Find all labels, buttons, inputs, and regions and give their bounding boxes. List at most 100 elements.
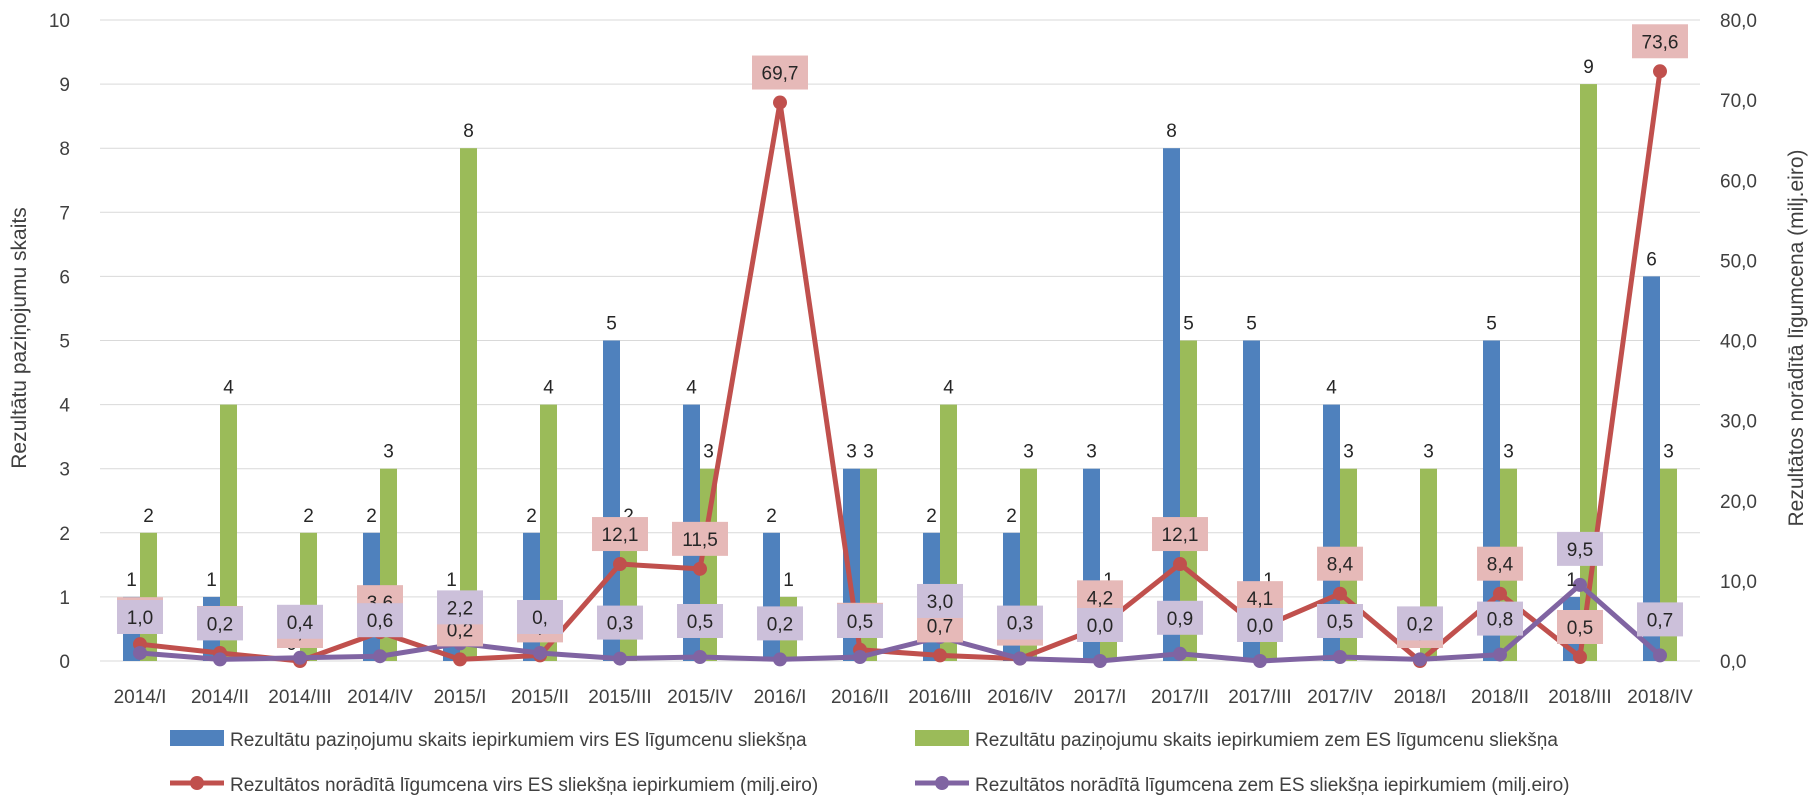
line-point — [853, 649, 867, 664]
line-data-label: 2,2 — [447, 598, 473, 619]
bar-data-label: 8 — [463, 121, 474, 142]
x-tick-label: 2018/II — [1471, 687, 1529, 708]
legend-label: Rezultātu paziņojumu skaits iepirkumiem … — [975, 730, 1558, 751]
line-data-label: 0,0 — [1247, 616, 1273, 637]
bar — [1483, 340, 1500, 661]
bar-data-label: 2 — [766, 506, 777, 527]
line-data-label-box — [517, 599, 563, 634]
line-point — [773, 95, 787, 110]
line-data-label: 0,5 — [1567, 618, 1593, 639]
bar-data-label: 8 — [1166, 121, 1177, 142]
bar-data-label: 6 — [1646, 249, 1657, 270]
bar-data-label: 1 — [1566, 570, 1577, 591]
y-right-tick-label: 30,0 — [1720, 412, 1757, 433]
line-data-label-box — [117, 599, 163, 634]
y-axis-left-title: Rezultātu paziņojumu skaits — [8, 207, 31, 468]
line-data-label: 4,1 — [1247, 589, 1273, 610]
bar-data-label: 1 — [783, 570, 794, 591]
line-data-label-group: 12,1 — [592, 517, 648, 552]
line-point — [213, 652, 227, 667]
line-data-label-group: 0, — [517, 599, 563, 634]
line-point — [1333, 649, 1347, 664]
line-data-label-box — [677, 603, 723, 638]
line-data-label: 0,2 — [767, 614, 793, 635]
line-data-label-group: 0,0 — [1077, 608, 1123, 642]
line-data-label-group: 9,5 — [1557, 531, 1603, 566]
line-data-label-group: 3,0 — [917, 583, 963, 618]
line-data-label: 0,7 — [927, 616, 953, 637]
line-data-label: 0,5 — [1327, 612, 1353, 633]
y-right-tick-label: 0,0 — [1720, 652, 1746, 673]
x-tick-label: 2018/IV — [1627, 687, 1693, 708]
line-data-label: 0,5 — [847, 612, 873, 633]
bar-data-label: 9 — [1583, 57, 1594, 78]
y-right-tick-label: 40,0 — [1720, 332, 1757, 353]
line-point — [1173, 557, 1187, 572]
line-data-label-group: 0,3 — [597, 605, 643, 640]
line-data-label: 0,7 — [1647, 610, 1673, 631]
bar-data-label: 5 — [1486, 314, 1497, 335]
y-left-tick-label: 4 — [59, 396, 70, 417]
axes: 0123456789100,010,020,030,040,050,060,07… — [49, 11, 1757, 708]
y-right-tick-label: 50,0 — [1720, 251, 1757, 272]
x-tick-label: 2016/IV — [987, 687, 1053, 708]
line-data-label-group: 0,7 — [1637, 602, 1683, 637]
line-point — [1493, 586, 1507, 601]
line-data-label: 0, — [532, 608, 548, 629]
bar-data-label: 3 — [846, 442, 857, 463]
line-data-label-group: 0,5 — [1317, 603, 1363, 638]
y-left-tick-label: 0 — [59, 652, 70, 673]
line-point — [693, 561, 707, 576]
legend-marker — [190, 776, 204, 790]
line-data-label-box — [1077, 608, 1123, 642]
bar-data-label: 3 — [1423, 442, 1434, 463]
bar-data-label: 3 — [1023, 442, 1034, 463]
line-data-label-box — [592, 517, 648, 552]
line-data-label-group: 8,4 — [1317, 546, 1363, 581]
bar-data-label: 4 — [943, 378, 954, 399]
line-point — [613, 557, 627, 572]
legend: Rezultātu paziņojumu skaits iepirkumiem … — [170, 730, 1570, 796]
line-data-label-box — [597, 605, 643, 640]
bar-data-label: 1 — [206, 570, 217, 591]
line-data-label-group: 0,8 — [1477, 601, 1523, 636]
line-point — [693, 649, 707, 664]
line-data-label: 4,2 — [1087, 588, 1113, 609]
bar — [220, 404, 237, 661]
x-tick-label: 2017/II — [1151, 687, 1209, 708]
line-point — [1173, 646, 1187, 661]
line-data-label: 0,3 — [1007, 614, 1033, 635]
line-data-label-box — [1317, 603, 1363, 638]
bar — [1180, 340, 1197, 661]
line-data-label: 8,4 — [1487, 555, 1514, 576]
x-tick-label: 2014/I — [114, 687, 167, 708]
line-point — [133, 645, 147, 660]
line-data-label-box — [1152, 517, 1208, 552]
line-data-label: 3,0 — [927, 592, 953, 613]
bar-data-label: 5 — [1183, 314, 1194, 335]
line-data-label: 0,2 — [207, 614, 233, 635]
line-point — [1333, 586, 1347, 601]
bar — [1580, 84, 1597, 662]
x-tick-label: 2016/III — [908, 687, 971, 708]
line-data-label: 0,2 — [447, 620, 473, 641]
line-data-label: 0,9 — [1167, 609, 1193, 630]
y-right-tick-label: 20,0 — [1720, 492, 1757, 513]
y-right-tick-label: 60,0 — [1720, 171, 1757, 192]
x-tick-label: 2014/III — [268, 687, 331, 708]
line-point — [1253, 654, 1267, 668]
line-data-label: 12,1 — [602, 525, 639, 546]
bar — [1163, 148, 1180, 661]
line-point — [1413, 652, 1427, 667]
line-data-label-box — [1317, 546, 1363, 581]
line-point — [1573, 577, 1587, 592]
line-point — [453, 652, 467, 667]
line-data-label-group: 69,7 — [752, 55, 808, 90]
y-left-tick-label: 10 — [49, 11, 70, 32]
bar-data-label: 3 — [383, 442, 394, 463]
y-right-tick-label: 80,0 — [1720, 11, 1757, 32]
line-data-label: 11,5 — [682, 530, 718, 551]
bar-data-label: 3 — [1086, 442, 1097, 463]
bar — [1243, 340, 1260, 661]
line-data-label-box — [1632, 24, 1688, 59]
